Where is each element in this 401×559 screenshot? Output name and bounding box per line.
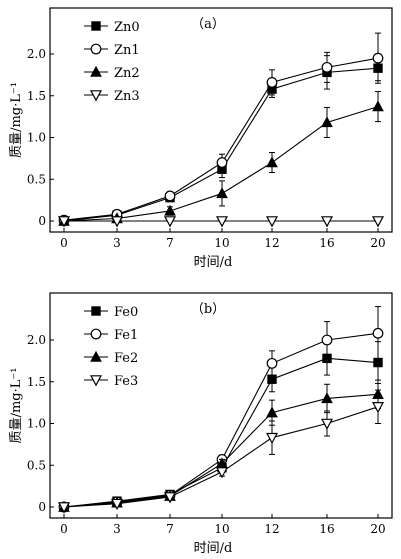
- series-Zn3: [58, 216, 384, 228]
- legend-label: Fe3: [114, 374, 138, 389]
- data-point: [321, 392, 333, 404]
- x-tick-label: 3: [113, 522, 121, 536]
- y-tick-label: 1.0: [27, 131, 46, 145]
- legend-label: Zn0: [114, 20, 140, 35]
- data-point: [216, 187, 228, 199]
- data-point: [266, 357, 278, 369]
- x-tick-label: 20: [370, 236, 385, 250]
- y-axis-title: 质量/mg·L⁻¹: [9, 82, 24, 158]
- series-line: [63, 393, 379, 508]
- y-tick-label: 2.0: [27, 47, 46, 61]
- data-point: [321, 116, 333, 128]
- legend-marker: [91, 306, 101, 316]
- x-tick-label: 10: [214, 522, 229, 536]
- x-tick-label: 20: [370, 522, 385, 536]
- x-axis-title: 时间/d: [194, 541, 233, 556]
- x-tick-label: 7: [166, 236, 174, 250]
- x-axis-title: 时间/d: [194, 255, 233, 270]
- data-point: [164, 492, 176, 504]
- data-point: [321, 334, 333, 346]
- x-tick-label: 10: [214, 236, 229, 250]
- y-axis-title: 质量/mg·L⁻¹: [9, 368, 24, 444]
- series-Fe3: [58, 389, 384, 514]
- data-point: [164, 216, 176, 228]
- x-tick-label: 16: [319, 522, 334, 536]
- data-point: [321, 61, 333, 73]
- data-point: [111, 216, 123, 228]
- legend-marker: [90, 65, 102, 77]
- legend-marker: [91, 21, 101, 31]
- data-point: [58, 502, 70, 514]
- data-point: [321, 216, 333, 228]
- legend-marker: [90, 350, 102, 362]
- x-tick-label: 12: [264, 522, 279, 536]
- series-Fe2: [58, 379, 384, 512]
- data-point: [372, 52, 384, 64]
- x-tick-label: 0: [60, 236, 68, 250]
- plot-frame: [49, 7, 393, 233]
- legend-label: Zn2: [114, 66, 140, 81]
- x-tick-label: 3: [113, 236, 121, 250]
- series-line: [63, 357, 379, 508]
- data-point: [266, 406, 278, 418]
- data-point: [321, 418, 333, 430]
- data-point: [111, 498, 123, 511]
- legend-label: Fe2: [114, 351, 138, 366]
- data-point: [216, 216, 228, 228]
- data-point: [372, 216, 384, 228]
- legend-marker: [90, 90, 102, 102]
- y-tick-label: 1.5: [27, 89, 46, 103]
- panel-label: （b）: [191, 302, 225, 317]
- y-tick-label: 1.0: [27, 417, 46, 431]
- legend-label: Fe0: [114, 305, 138, 320]
- chart-panel-b: 0 0.5 1.0 1.5 2.0 0 3 7 10 12 16 20 时间/d 质量/mg·L⁻¹ （b）…: [9, 292, 393, 556]
- legend-marker: [90, 328, 102, 340]
- data-point: [216, 157, 228, 168]
- y-tick-label: 1.5: [27, 375, 46, 389]
- panel-label: （a）: [191, 17, 225, 32]
- data-point: [266, 432, 278, 445]
- series-Zn0: [59, 55, 383, 226]
- data-point: [372, 327, 384, 339]
- x-tick-label: 12: [264, 236, 279, 250]
- data-point: [58, 216, 70, 228]
- data-point: [372, 402, 384, 414]
- data-point: [216, 467, 228, 479]
- plot-frame: [49, 292, 393, 519]
- data-point: [372, 100, 384, 112]
- legend-label: Zn1: [114, 43, 140, 58]
- data-point: [164, 190, 176, 202]
- y-tick-label: 0.5: [27, 458, 46, 472]
- chart-panel-a: 0 0.5 1.0 1.5 2.0 0 3 7 10 12 16 20 时间/d 质量/mg·L⁻¹ （a）…: [9, 7, 393, 270]
- series-Fe0: [59, 341, 383, 512]
- x-tick-label: 7: [166, 522, 174, 536]
- legend-label: Fe1: [114, 328, 138, 343]
- data-point: [164, 204, 176, 216]
- y-tick-label: 0: [38, 214, 46, 228]
- x-tick-label: 16: [319, 236, 334, 250]
- legend-label: Zn3: [114, 89, 140, 104]
- y-tick-label: 2.0: [27, 333, 46, 347]
- data-point: [266, 216, 278, 228]
- data-point: [266, 76, 278, 88]
- legend-marker: [90, 43, 102, 55]
- x-tick-label: 0: [60, 522, 68, 536]
- y-tick-label: 0.5: [27, 172, 46, 186]
- data-point: [266, 156, 278, 168]
- legend-marker: [90, 375, 102, 387]
- y-tick-label: 0: [38, 500, 46, 514]
- series-Fe1: [58, 306, 384, 513]
